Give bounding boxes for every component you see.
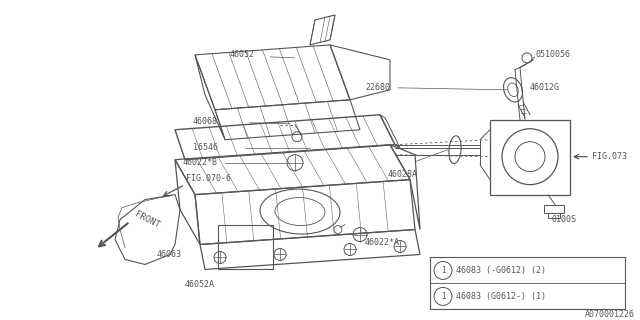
Text: 46083 (G0612-) (1): 46083 (G0612-) (1) — [456, 292, 546, 301]
Text: 46063: 46063 — [157, 250, 182, 259]
Text: 0100S: 0100S — [552, 215, 577, 224]
Text: 46022*B: 46022*B — [183, 158, 218, 167]
Text: 46052A: 46052A — [185, 280, 215, 289]
Text: 46052: 46052 — [230, 50, 255, 60]
Text: FIG.070-6: FIG.070-6 — [186, 174, 231, 183]
Text: FIG.073: FIG.073 — [592, 152, 627, 161]
Bar — [548, 212, 560, 218]
Text: 1: 1 — [441, 292, 445, 301]
Bar — [544, 204, 564, 212]
Text: 46012G: 46012G — [530, 83, 560, 92]
Text: 1: 1 — [441, 266, 445, 275]
Text: 46083 (-G0612) (2): 46083 (-G0612) (2) — [456, 266, 546, 275]
Bar — [490, 120, 570, 195]
Text: 46022*A: 46022*A — [365, 238, 400, 247]
Bar — [430, 258, 625, 309]
Text: 0510056: 0510056 — [535, 50, 570, 60]
Text: FRONT: FRONT — [133, 210, 161, 230]
Text: 46028A: 46028A — [388, 170, 418, 179]
Bar — [218, 225, 273, 269]
Text: 46068: 46068 — [193, 117, 218, 126]
Text: A070001226: A070001226 — [585, 310, 635, 319]
Text: 22680: 22680 — [365, 83, 390, 92]
Text: 16546: 16546 — [193, 143, 218, 152]
